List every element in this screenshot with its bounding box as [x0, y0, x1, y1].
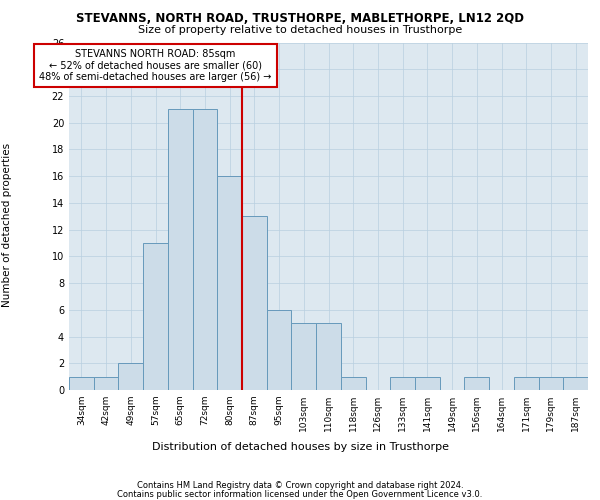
Text: STEVANNS NORTH ROAD: 85sqm
← 52% of detached houses are smaller (60)
48% of semi: STEVANNS NORTH ROAD: 85sqm ← 52% of deta… — [40, 49, 272, 82]
Text: STEVANNS, NORTH ROAD, TRUSTHORPE, MABLETHORPE, LN12 2QD: STEVANNS, NORTH ROAD, TRUSTHORPE, MABLET… — [76, 12, 524, 26]
Bar — [514, 376, 539, 390]
Bar — [539, 376, 563, 390]
Bar — [390, 376, 415, 390]
Bar — [94, 376, 118, 390]
Text: Size of property relative to detached houses in Trusthorpe: Size of property relative to detached ho… — [138, 25, 462, 35]
Bar — [341, 376, 365, 390]
Bar — [118, 364, 143, 390]
Bar — [415, 376, 440, 390]
Bar — [316, 323, 341, 390]
Bar — [242, 216, 267, 390]
Text: Number of detached properties: Number of detached properties — [2, 143, 12, 307]
Text: Contains public sector information licensed under the Open Government Licence v3: Contains public sector information licen… — [118, 490, 482, 499]
Text: Contains HM Land Registry data © Crown copyright and database right 2024.: Contains HM Land Registry data © Crown c… — [137, 481, 463, 490]
Bar — [292, 323, 316, 390]
Bar — [464, 376, 489, 390]
Bar — [217, 176, 242, 390]
Bar — [563, 376, 588, 390]
Bar — [168, 110, 193, 390]
Bar — [267, 310, 292, 390]
Bar — [69, 376, 94, 390]
Text: Distribution of detached houses by size in Trusthorpe: Distribution of detached houses by size … — [151, 442, 449, 452]
Bar — [193, 110, 217, 390]
Bar — [143, 243, 168, 390]
